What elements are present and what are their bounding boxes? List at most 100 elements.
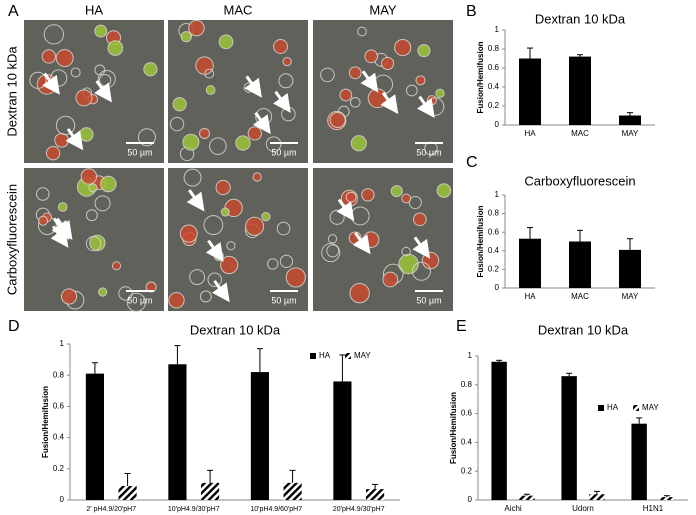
column-label: MAY <box>369 2 397 17</box>
bar <box>619 249 641 288</box>
y-tick-label: 1 <box>495 190 500 199</box>
cell <box>107 40 124 56</box>
bar <box>589 494 605 500</box>
y-tick-label: 0 <box>495 120 500 129</box>
y-tick-label: 0.2 <box>53 464 65 473</box>
cell <box>279 254 294 268</box>
cell <box>220 255 239 275</box>
cell <box>145 281 157 293</box>
cell <box>367 88 388 109</box>
column-label: HA <box>85 2 103 17</box>
cell <box>209 137 227 155</box>
cell <box>220 207 230 217</box>
panel-letter: C <box>466 154 478 171</box>
x-tick-label: 10'pH4.9/60'pH7 <box>250 506 302 513</box>
arrow <box>272 90 291 113</box>
scale-label: 50 µm <box>127 295 152 305</box>
y-axis-label: Fusion/Hemifusion <box>41 386 50 458</box>
cell <box>398 253 419 275</box>
x-tick-label: MAC <box>571 129 589 138</box>
y-tick-label: 0.2 <box>488 101 500 110</box>
cell <box>226 241 236 251</box>
panel-letter: E <box>456 318 467 335</box>
bar <box>118 485 137 500</box>
chart-title: Dextran 10 kDa <box>538 322 629 337</box>
x-tick-label: Aichi <box>504 504 522 513</box>
arrow <box>253 111 271 135</box>
cell <box>188 19 205 37</box>
y-tick-label: 0.4 <box>488 82 500 91</box>
chart-title: Carboxyfluorescein <box>524 173 635 188</box>
cell <box>203 215 224 235</box>
bar <box>250 372 269 500</box>
cell <box>218 34 234 50</box>
y-tick-label: 0.4 <box>488 246 500 255</box>
cell <box>390 185 403 198</box>
cell <box>413 212 427 227</box>
cell <box>339 88 353 102</box>
cell <box>75 89 93 107</box>
arrow <box>244 75 262 98</box>
cell <box>349 97 361 108</box>
y-tick-label: 0 <box>468 495 473 504</box>
y-axis-label: Fusion/Hemifusion <box>449 392 458 464</box>
arrow <box>416 95 435 118</box>
cell <box>329 111 346 128</box>
cell <box>70 67 81 78</box>
legend-label: HA <box>607 403 619 412</box>
panel-letter: A <box>8 3 19 20</box>
cell <box>98 287 108 297</box>
cell <box>245 216 265 236</box>
cell <box>380 56 395 71</box>
cell <box>421 251 440 270</box>
cell <box>183 168 202 187</box>
cell <box>168 292 185 309</box>
y-tick-label: 1 <box>60 339 65 348</box>
cell <box>205 85 216 95</box>
bar <box>168 364 187 500</box>
y-tick-label: 0.2 <box>461 466 473 475</box>
bar <box>85 373 104 500</box>
cell <box>408 195 422 210</box>
legend-swatch <box>310 353 316 359</box>
panel-letter: B <box>466 3 477 20</box>
x-tick-label: HA <box>524 292 536 301</box>
cell <box>285 267 306 288</box>
cell <box>89 234 106 252</box>
micrograph <box>313 168 453 311</box>
legend-swatch <box>345 353 351 359</box>
scale-label: 50 µm <box>127 147 152 157</box>
scale-label: 50 µm <box>271 295 296 305</box>
cell <box>261 211 271 222</box>
cell <box>215 179 231 196</box>
arrow <box>205 239 224 262</box>
cell <box>54 132 69 148</box>
cell <box>195 56 214 75</box>
y-tick-label: 0.6 <box>488 63 500 72</box>
x-tick-label: Udorn <box>572 504 594 513</box>
bar <box>631 423 647 500</box>
cell <box>179 224 198 243</box>
cell <box>118 286 133 301</box>
cell <box>182 133 200 151</box>
x-tick-label: MAC <box>571 292 589 301</box>
cell <box>43 24 64 45</box>
x-tick-label: MAY <box>622 292 639 301</box>
y-tick-label: 0.6 <box>461 409 473 418</box>
cell <box>55 49 74 68</box>
cell <box>273 39 289 54</box>
bar <box>283 482 302 500</box>
arrow <box>336 198 355 221</box>
cell <box>169 116 185 132</box>
cell <box>199 290 212 303</box>
scale-label: 50 µm <box>416 295 441 305</box>
arrow <box>50 225 69 248</box>
cell <box>265 136 282 152</box>
scale-label: 50 µm <box>416 147 441 157</box>
y-tick-label: 0.8 <box>53 370 65 379</box>
cell <box>382 271 399 288</box>
cell <box>111 261 122 271</box>
x-tick-label: 2' pH4.9/20'pH7 <box>86 506 136 513</box>
cell <box>361 188 375 202</box>
